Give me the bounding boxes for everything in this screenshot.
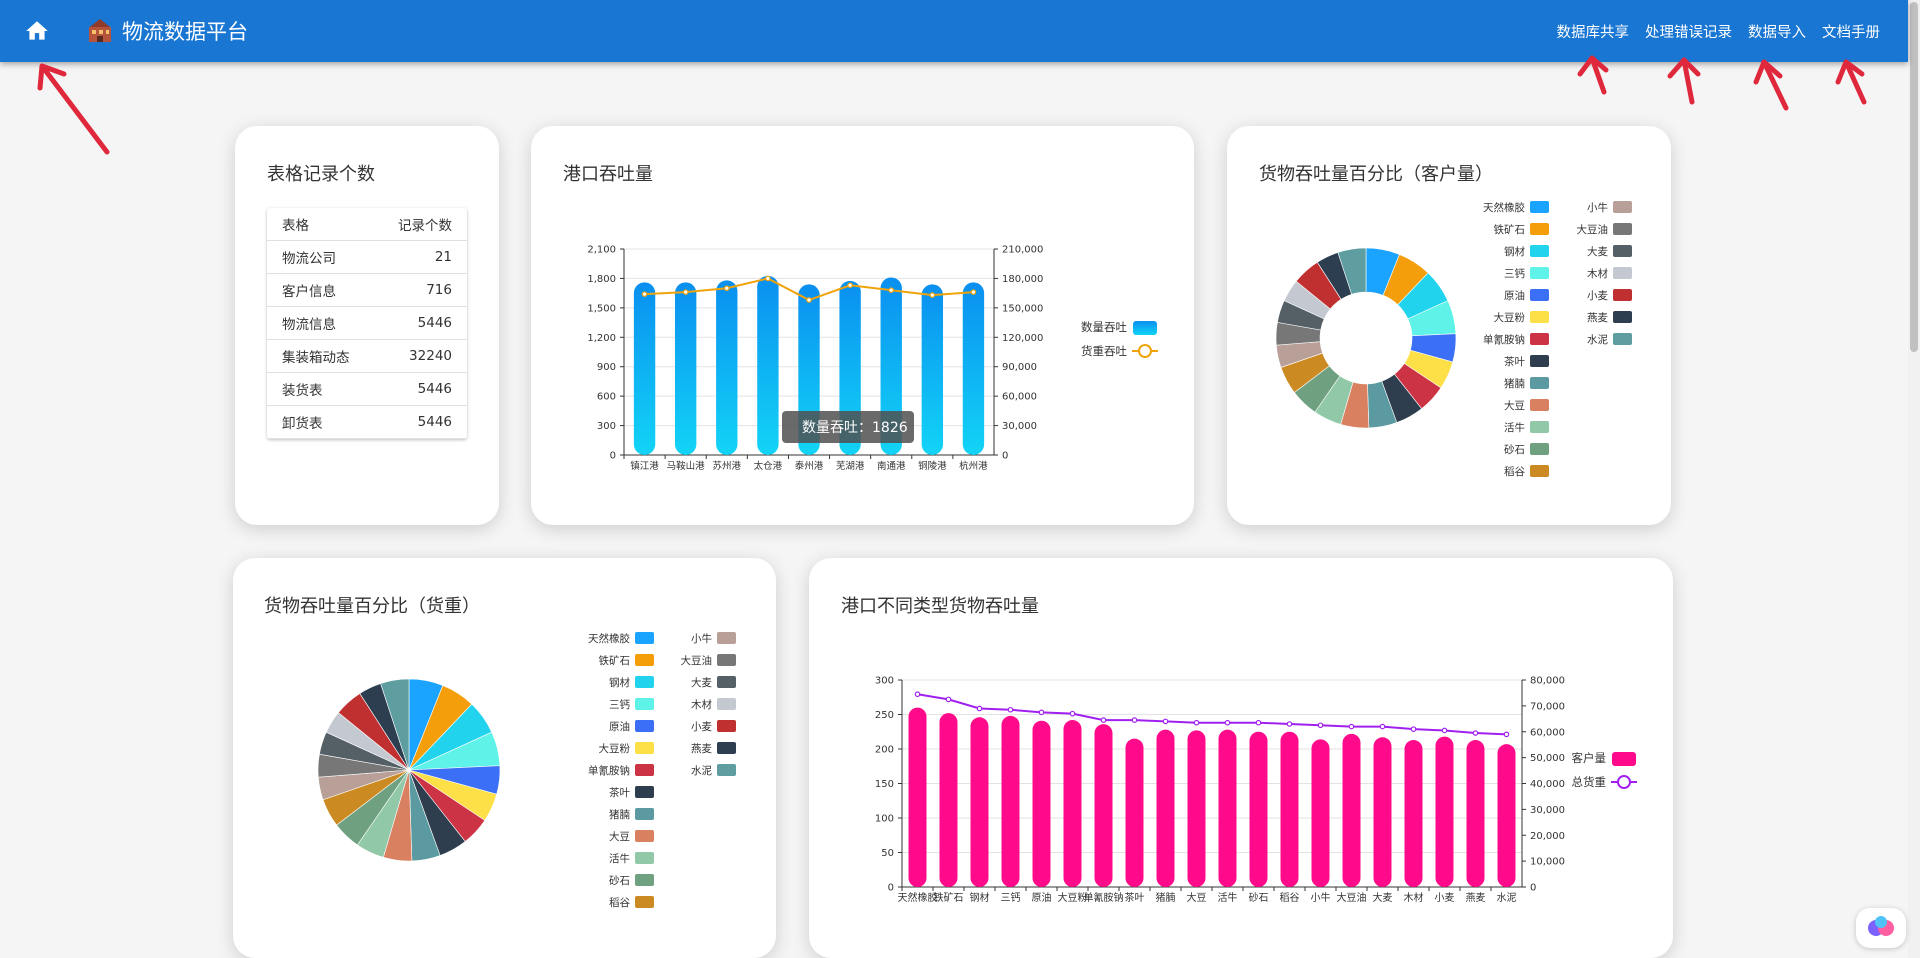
- row-count: 716: [374, 273, 467, 307]
- row-count: 32240: [374, 339, 467, 373]
- cargo-type-throughput-title: 港口不同类型货物吞吐量: [841, 596, 1039, 617]
- table-row: 装货表 5446: [267, 372, 467, 406]
- nav-docs[interactable]: 文档手册: [1822, 25, 1880, 41]
- row-count: 5446: [374, 372, 467, 406]
- app-title: 物流数据平台: [122, 20, 248, 44]
- row-count: 21: [374, 240, 467, 274]
- row-name: 物流信息: [267, 306, 375, 340]
- column-header-count: 记录个数: [374, 208, 467, 241]
- table-row: 物流信息 5446: [267, 306, 467, 340]
- cargo-type-throughput-card: 港口不同类型货物吞吐量: [809, 558, 1673, 958]
- chart-tooltip: 数量吞吐：1826: [782, 411, 914, 443]
- table-header-row: 表格 记录个数: [267, 208, 467, 241]
- red-arrow-icon: [1667, 57, 1701, 105]
- column-header-table: 表格: [267, 208, 375, 241]
- top-app-bar: 物流数据平台 数据库共享 处理错误记录 数据导入 文档手册: [0, 0, 1908, 62]
- cargo-share-customer-title: 货物吞吐量百分比（客户量）: [1259, 164, 1493, 185]
- row-count: 5446: [374, 306, 467, 340]
- logistics-logo-icon: [89, 19, 111, 42]
- nav-database-share[interactable]: 数据库共享: [1556, 25, 1630, 41]
- scrollbar-thumb[interactable]: [1910, 2, 1918, 352]
- row-name: 装货表: [267, 372, 375, 406]
- row-name: 卸货表: [267, 405, 375, 439]
- nav-error-records[interactable]: 处理错误记录: [1645, 25, 1732, 41]
- row-name: 集装箱动态: [267, 339, 375, 373]
- annotation-arrows: [37, 55, 1867, 155]
- page-scrollbar[interactable]: [1908, 0, 1920, 958]
- port-throughput-card: 港口吞吐量: [531, 126, 1194, 525]
- table-row: 卸货表 5446: [267, 405, 467, 439]
- red-arrow-icon: [1753, 59, 1789, 111]
- brand[interactable]: 物流数据平台: [86, 16, 248, 46]
- cargo-share-weight-card: 货物吞吐量百分比（货重）: [233, 558, 776, 958]
- records-card: 表格记录个数 表格 记录个数 物流公司 21 客户信息 716 物流信息 5446 集…: [235, 126, 499, 525]
- table-row: 物流公司 21: [267, 240, 467, 274]
- row-count: 5446: [374, 405, 467, 439]
- red-arrow-icon: [37, 63, 110, 155]
- records-table: 表格 记录个数 物流公司 21 客户信息 716 物流信息 5446 集装箱动态 322…: [267, 208, 467, 439]
- assistant-button[interactable]: [1856, 908, 1906, 948]
- records-title: 表格记录个数: [267, 164, 375, 185]
- red-arrow-icon: [1577, 55, 1609, 95]
- table-row: 集装箱动态 32240: [267, 339, 467, 373]
- brain-icon: [1868, 916, 1894, 936]
- top-nav: 数据库共享 处理错误记录 数据导入 文档手册: [1557, 21, 1881, 42]
- red-arrow-icon: [1835, 59, 1867, 105]
- table-row: 客户信息 716: [267, 273, 467, 307]
- nav-data-import[interactable]: 数据导入: [1748, 25, 1806, 41]
- cargo-share-weight-title: 货物吞吐量百分比（货重）: [264, 596, 480, 617]
- port-throughput-title: 港口吞吐量: [563, 164, 653, 185]
- cargo-share-customer-card: 货物吞吐量百分比（客户量）: [1227, 126, 1671, 525]
- home-icon[interactable]: [22, 18, 52, 44]
- row-name: 物流公司: [267, 240, 375, 274]
- row-name: 客户信息: [267, 273, 375, 307]
